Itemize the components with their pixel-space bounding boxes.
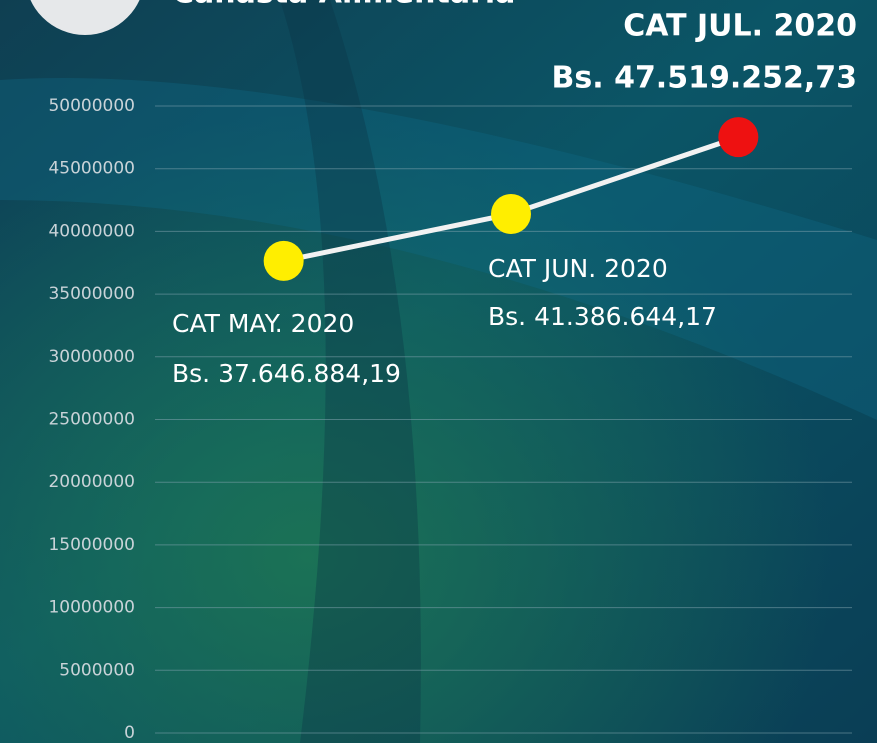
value-label: Bs. 47.519.252,73: [552, 61, 858, 96]
point: [491, 194, 531, 235]
point-category-label: CAT MAY. 2020: [172, 309, 354, 338]
point-category-label: CAT JUL. 2020: [623, 9, 857, 44]
point: [718, 117, 759, 158]
y-tick-label: 25000000: [48, 410, 135, 430]
y-tick-label: 10000000: [48, 598, 135, 618]
background-shape: [0, 78, 877, 420]
point-category-label: CAT JUN. 2020: [488, 254, 668, 283]
y-tick-label: 5000000: [59, 660, 135, 680]
y-tick-label: 20000000: [48, 472, 135, 492]
y-tick-label: 35000000: [48, 284, 135, 304]
point: [263, 240, 304, 281]
y-tick-label: 15000000: [48, 535, 135, 555]
logo-circle: [30, 0, 140, 35]
value-label: Bs. 41.386.644,17: [488, 302, 717, 331]
y-tick-label: 45000000: [48, 159, 135, 179]
y-tick-label: 0: [124, 723, 135, 743]
chart-title: Canasta Alimentaria: [172, 0, 515, 11]
value-label: Bs. 37.646.884,19: [172, 359, 401, 388]
y-tick-label: 40000000: [48, 221, 135, 241]
y-tick-label: 30000000: [48, 347, 135, 367]
y-tick-label: 50000000: [48, 96, 135, 116]
background-shape: [280, 0, 421, 743]
